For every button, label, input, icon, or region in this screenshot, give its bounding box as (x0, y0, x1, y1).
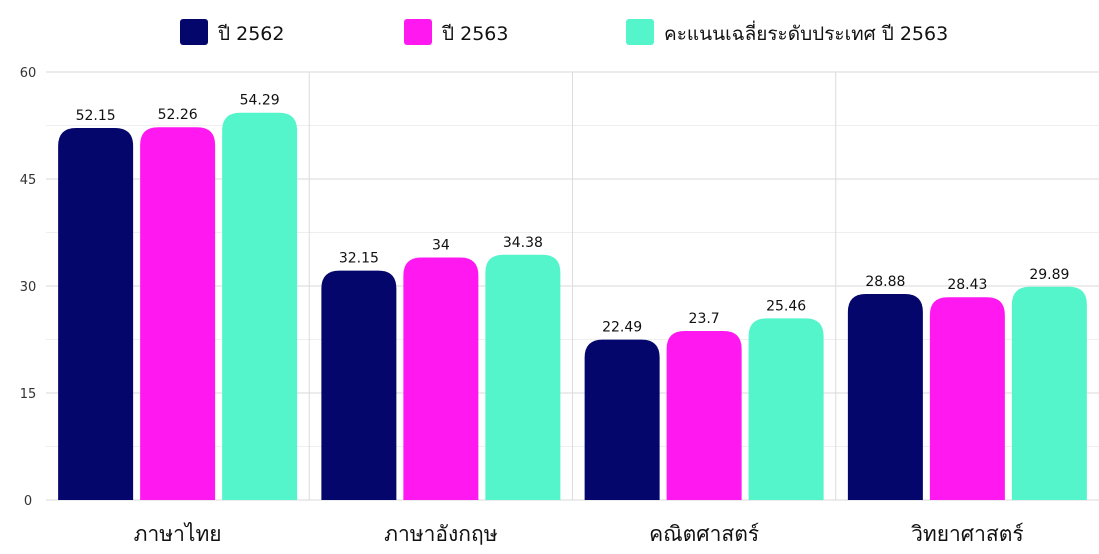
bar (929, 297, 1005, 500)
data-label: 22.49 (602, 320, 642, 336)
bar (403, 257, 479, 500)
bar (666, 330, 742, 500)
data-label: 28.88 (865, 274, 905, 290)
legend-label: ปี 2563 (441, 23, 508, 45)
data-label: 54.29 (240, 93, 280, 109)
x-tick-label: คณิตศาสตร์ (649, 522, 759, 546)
bar (321, 270, 397, 500)
y-tick-label: 15 (20, 387, 37, 402)
legend-swatch (404, 19, 432, 45)
bar (58, 127, 134, 500)
data-label: 32.15 (339, 251, 379, 267)
data-label: 29.89 (1029, 267, 1069, 283)
data-label: 34 (432, 237, 450, 253)
legend: ปี 2562 ปี 2563 คะแนนเฉลี่ยระดับประเทศ ปี … (180, 19, 948, 45)
bar (1011, 286, 1087, 500)
legend-label: คะแนนเฉลี่ยระดับประเทศ ปี 2563 (664, 20, 948, 45)
bar (140, 127, 216, 500)
legend-label: ปี 2562 (217, 23, 284, 45)
bar (222, 112, 298, 501)
bar (485, 254, 561, 500)
data-label: 52.15 (76, 108, 116, 124)
value-labels: 52.15 52.26 54.29 32.15 34 34.38 22.49 23.7 25.4… (76, 93, 1070, 336)
bar (847, 293, 923, 500)
y-tick-label: 0 (24, 494, 32, 509)
grid-layer (46, 71, 1099, 501)
legend-item: ปี 2562 (180, 19, 284, 45)
x-axis: ภาษาไทย ภาษาอังกฤษ คณิตศาสตร์ วิทยาศาสตร์ (134, 522, 1024, 546)
y-tick-label: 45 (20, 173, 37, 188)
bar (748, 318, 824, 500)
x-tick-label: ภาษาไทย (134, 522, 222, 546)
data-label: 28.43 (947, 277, 987, 293)
bar (584, 339, 660, 500)
legend-item: ปี 2563 (404, 19, 508, 45)
y-tick-label: 30 (20, 280, 37, 295)
x-tick-label: วิทยาศาสตร์ (911, 522, 1024, 546)
legend-swatch (180, 19, 208, 45)
data-label: 34.38 (503, 235, 543, 251)
bars (58, 112, 1087, 501)
y-axis: 0 15 30 45 60 (20, 66, 37, 509)
legend-swatch (626, 19, 654, 45)
data-label: 25.46 (766, 298, 806, 314)
x-tick-label: ภาษาอังกฤษ (384, 522, 497, 546)
data-label: 23.7 (689, 311, 720, 327)
data-label: 52.26 (158, 107, 198, 123)
legend-item: คะแนนเฉลี่ยระดับประเทศ ปี 2563 (626, 19, 948, 45)
y-tick-label: 60 (20, 66, 37, 81)
